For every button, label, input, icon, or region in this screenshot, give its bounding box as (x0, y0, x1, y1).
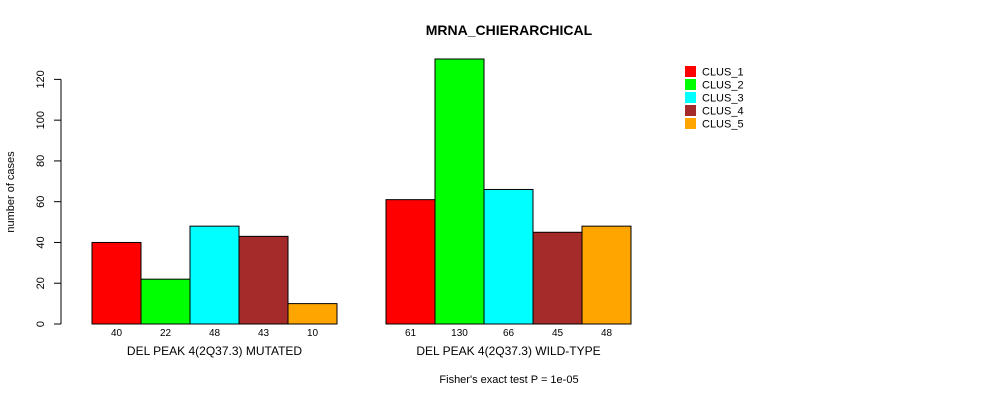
legend-label: CLUS_2 (702, 80, 744, 92)
bar-clus-4 (238, 235, 289, 325)
legend-swatch (685, 118, 696, 129)
y-tick-label: 120 (35, 70, 47, 88)
bar-value-label: 40 (111, 328, 123, 339)
bar-value-label: 48 (209, 328, 221, 339)
bar-value-label: 48 (601, 328, 613, 339)
legend-swatch (685, 79, 696, 90)
bar-value-label: 61 (405, 328, 417, 339)
legend-label: CLUS_5 (702, 119, 744, 131)
legend-label: CLUS_3 (702, 93, 744, 105)
y-tick-label: 0 (35, 321, 47, 327)
fisher-test-footnote: Fisher's exact test P = 1e-05 (439, 374, 578, 386)
legend-label: CLUS_4 (702, 106, 744, 118)
bar-clus-3 (483, 188, 534, 325)
group-label: DEL PEAK 4(2Q37.3) WILD-TYPE (416, 344, 600, 358)
bar-clus-2 (434, 58, 485, 325)
bar-clus-2 (140, 278, 191, 325)
group-labels-layer: DEL PEAK 4(2Q37.3) MUTATED DEL PEAK 4(2Q3… (127, 344, 601, 358)
bar-clus-1 (91, 241, 142, 325)
group-label: DEL PEAK 4(2Q37.3) MUTATED (127, 344, 302, 358)
bar-clus-1 (385, 199, 436, 325)
y-tick-label: 60 (35, 196, 47, 208)
bar-value-label: 43 (258, 328, 270, 339)
y-tick-label: 80 (35, 155, 47, 167)
y-axis-title: number of cases (5, 151, 17, 233)
legend-label: CLUS_1 (702, 67, 744, 79)
bar-clus-4 (532, 231, 583, 325)
legend-swatch (685, 105, 696, 116)
bar-value-label: 10 (307, 328, 319, 339)
bars-layer (91, 58, 632, 325)
bar-value-label: 66 (503, 328, 515, 339)
bar-value-label: 130 (451, 328, 468, 339)
bar-clus-3 (189, 225, 240, 325)
y-tick-label: 20 (35, 277, 47, 289)
legend-swatch (685, 66, 696, 77)
y-tick-label: 100 (35, 111, 47, 129)
bar-value-label: 22 (160, 328, 172, 339)
value-labels-layer: 40 22 48 43 10 61 130 66 45 48 (111, 328, 613, 339)
chart-title: MRNA_CHIERARCHICAL (426, 22, 593, 38)
legend-swatch (685, 92, 696, 103)
bar-clus-5 (581, 225, 632, 325)
bar-clus-5 (287, 303, 338, 325)
y-axis: 0 20 40 60 80 100 120 (35, 70, 62, 327)
y-tick-label: 40 (35, 236, 47, 248)
bar-value-label: 45 (552, 328, 564, 339)
